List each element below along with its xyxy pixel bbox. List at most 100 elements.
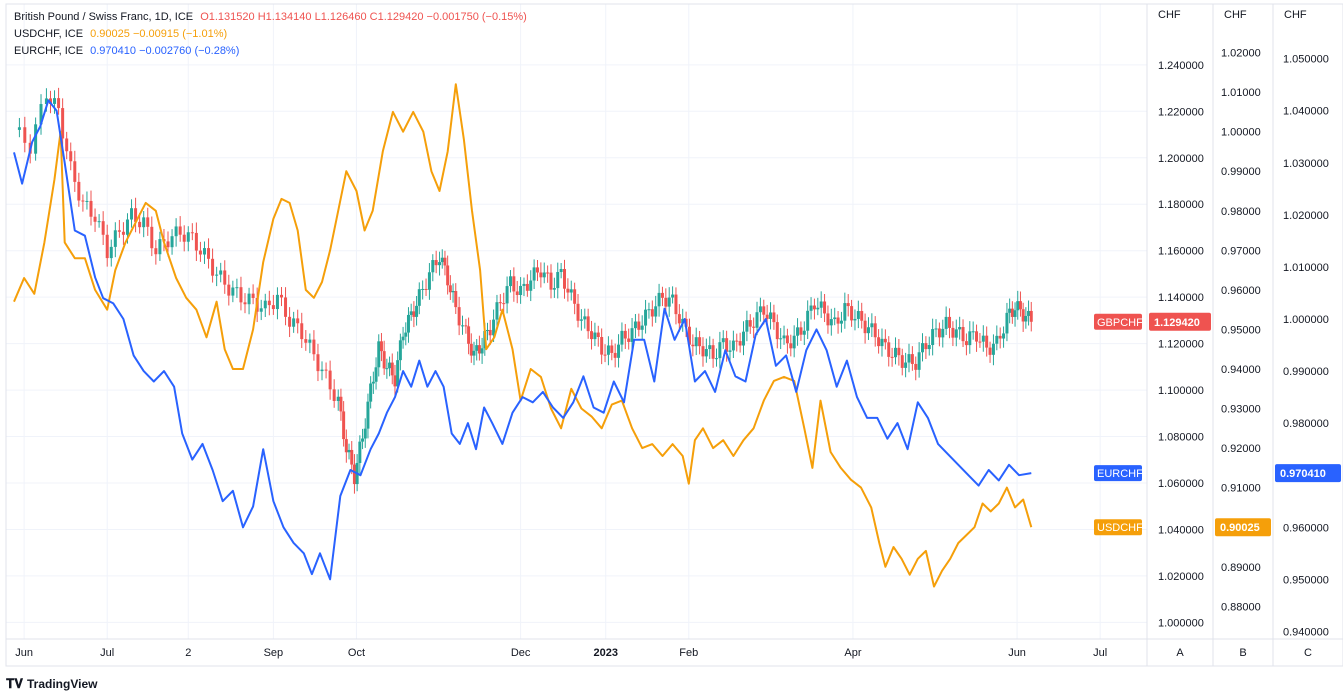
candle-body xyxy=(316,354,320,372)
candle-body xyxy=(388,362,392,369)
gbpchf-candle xyxy=(738,332,742,353)
y-tick-label-a: 1.120000 xyxy=(1158,339,1204,351)
candle-body xyxy=(113,230,117,247)
candle-body xyxy=(263,300,267,309)
price-axes[interactable]: 1.000000 1.020000 1.040000 1.060000 1.080000… xyxy=(1158,48,1329,659)
y-tick-label-a: 1.240000 xyxy=(1158,60,1204,72)
gbpchf-candle xyxy=(17,117,21,138)
gbpchf-candle xyxy=(34,117,38,161)
y-tick-label-c: 1.000000 xyxy=(1283,314,1329,326)
gbpchf-candle xyxy=(243,293,247,314)
gbpchf-candle xyxy=(227,274,231,306)
candle-body xyxy=(948,316,952,328)
gbpchf-candle xyxy=(93,208,97,232)
gbpchf-candle xyxy=(549,264,553,299)
candle-body xyxy=(154,248,158,255)
gbpchf-candle xyxy=(988,341,992,363)
gbpchf-candle xyxy=(239,276,243,311)
comparison-lines xyxy=(13,83,1033,588)
gbpchf-candle xyxy=(324,362,328,379)
candle-body xyxy=(694,337,698,347)
gbpchf-candle xyxy=(347,443,351,460)
candle-body xyxy=(454,291,458,308)
candle-body xyxy=(243,302,247,305)
gbpchf-candle xyxy=(406,307,410,343)
gbpchf-candle xyxy=(498,294,502,311)
candle-body xyxy=(1016,301,1020,311)
gbpchf-candle xyxy=(53,90,57,114)
candle-body xyxy=(215,274,219,276)
gbpchf-candle xyxy=(900,348,904,376)
usdchf-name-text: USDCHF xyxy=(1097,522,1143,534)
gbpchf-candle xyxy=(971,321,975,340)
legend-open: O1.131520 xyxy=(200,11,255,23)
gbpchf-candle xyxy=(620,322,624,352)
candle-body xyxy=(472,350,476,356)
gbpchf-candle xyxy=(735,333,739,352)
candle-body xyxy=(379,341,383,352)
gbpchf-candle xyxy=(388,356,392,377)
gbpchf-candle xyxy=(121,222,125,245)
eurchf-line xyxy=(13,99,1032,581)
y-tick-label-c: 1.030000 xyxy=(1283,158,1329,170)
gbpchf-candle xyxy=(223,260,227,294)
gbpchf-candle xyxy=(698,330,702,355)
gbpchf-candle xyxy=(284,287,288,326)
gbpchf-candle xyxy=(985,326,989,357)
candle-body xyxy=(304,339,308,343)
gbpchf-candle xyxy=(1021,302,1025,332)
gbpchf-candle xyxy=(752,317,756,339)
candle-body xyxy=(1013,310,1017,317)
candle-body xyxy=(121,231,125,235)
gbpchf-candle xyxy=(893,337,897,365)
candle-body xyxy=(664,297,668,307)
gbpchf-candle xyxy=(457,296,461,336)
candle-body xyxy=(308,339,312,343)
gbpchf-candle xyxy=(154,240,158,265)
candle-body xyxy=(546,272,550,274)
candle-body xyxy=(593,332,597,340)
candle-body xyxy=(350,449,354,465)
gbpchf-candle xyxy=(856,300,860,329)
candle-body xyxy=(961,327,965,342)
candle-body xyxy=(101,221,105,235)
candle-body xyxy=(748,320,752,327)
legend-eur-row[interactable]: EURCHF, ICE 0.970410 −0.002760 (−0.28%) xyxy=(14,43,527,60)
y-tick-label-a: 1.180000 xyxy=(1158,199,1204,211)
gbpchf-candle xyxy=(379,333,383,362)
candle-body xyxy=(434,260,438,266)
candle-body xyxy=(995,335,999,344)
candle-body xyxy=(385,368,389,370)
legend-usd-row[interactable]: USDCHF, ICE 0.90025 −0.00915 (−1.01%) xyxy=(14,26,527,43)
gbpchf-candle xyxy=(382,340,386,375)
candle-body xyxy=(897,347,901,356)
tradingview-footer[interactable]: 𝐓𝐕 TradingView xyxy=(6,676,97,692)
candle-body xyxy=(44,98,48,105)
candle-body xyxy=(856,311,860,319)
candle-body xyxy=(782,335,786,339)
candle-body xyxy=(438,262,442,266)
candle-body xyxy=(525,283,529,291)
gbpchf-candle xyxy=(640,315,644,341)
legend-usd-value: 0.90025 xyxy=(90,28,130,40)
candle-body xyxy=(390,362,394,376)
candle-body xyxy=(890,356,894,358)
gbpchf-candle xyxy=(674,287,678,325)
legend-main-row[interactable]: British Pound / Swiss Franc, 1D, ICE O1.… xyxy=(14,9,527,26)
gbpchf-candle xyxy=(546,265,550,283)
gbpchf-candle xyxy=(448,275,452,300)
x-tick-label: Jul xyxy=(1093,647,1107,659)
candle-body xyxy=(829,319,833,326)
gbpchf-candle xyxy=(342,401,346,447)
candle-body xyxy=(421,288,425,290)
candle-body xyxy=(235,287,239,289)
gbpchf-candle xyxy=(755,301,759,336)
candle-body xyxy=(239,287,243,303)
gbpchf-candle xyxy=(215,266,219,287)
candle-body xyxy=(569,289,573,293)
time-axis[interactable]: Jun Jul 2 Sep Oct Dec 2023 Feb Apr Jun Jul xyxy=(15,647,1107,659)
gbpchf-candle xyxy=(519,277,523,304)
gbpchf-candle xyxy=(958,316,962,340)
candle-body xyxy=(816,307,820,310)
